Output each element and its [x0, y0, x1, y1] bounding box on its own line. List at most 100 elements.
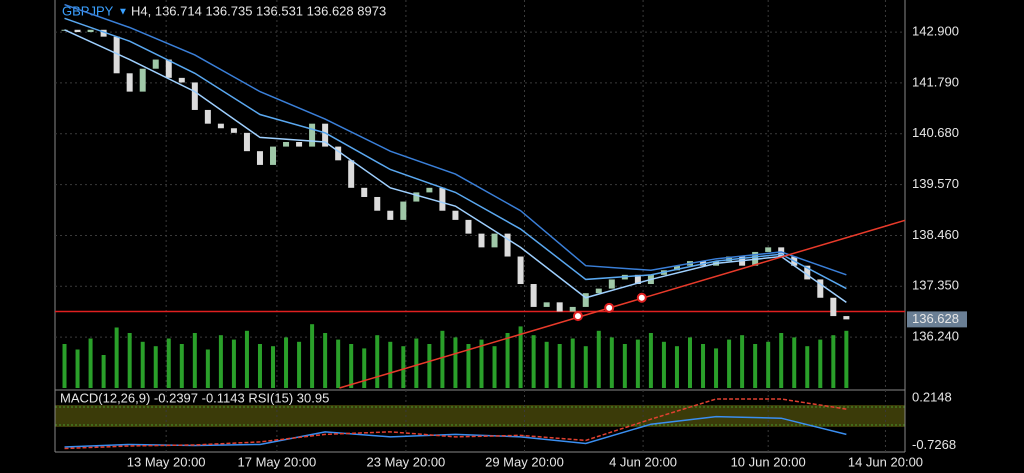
trendline [339, 219, 906, 389]
candle [830, 297, 837, 317]
volume-bar [544, 341, 549, 388]
volume-bar [609, 337, 614, 388]
candle [296, 142, 303, 147]
candle [270, 146, 277, 165]
volume-bar [414, 338, 419, 388]
volume-bar [153, 346, 158, 388]
symbol-marker: ▼ [118, 7, 128, 18]
volume-bar [635, 339, 640, 388]
candle [504, 233, 511, 257]
price-box [907, 311, 967, 328]
candle [413, 192, 420, 202]
volume-bar [831, 335, 836, 388]
volume-bar [701, 344, 706, 388]
candle [517, 256, 524, 285]
candle [478, 233, 485, 248]
volume-bar [244, 330, 249, 388]
volume-bar [674, 346, 679, 388]
volume-bar [661, 341, 666, 388]
candle [374, 196, 381, 211]
candle [335, 146, 342, 161]
candle [74, 29, 81, 33]
candle [608, 279, 615, 289]
candle [465, 219, 472, 234]
candle [491, 233, 498, 248]
volume-bar [323, 333, 328, 388]
volume-bar [218, 335, 223, 388]
x-tick-label: 10 Jun 20:00 [731, 454, 806, 469]
volume-bar [75, 349, 80, 388]
volume-bar [257, 344, 262, 388]
ma-line [64, 17, 847, 290]
candle [191, 82, 198, 110]
volume-bar [518, 326, 523, 388]
signal-line [64, 398, 847, 450]
x-tick-label: 29 May 20:00 [485, 454, 564, 469]
candle [582, 293, 589, 307]
candle [152, 59, 159, 69]
x-tick-label: 17 May 20:00 [238, 454, 317, 469]
symbol: GBPJPY [62, 3, 114, 18]
y-tick-label: 141.790 [912, 74, 959, 89]
volume-bar [101, 355, 106, 388]
candle [204, 109, 211, 124]
volume-bar [440, 330, 445, 388]
volume-bar [349, 344, 354, 388]
candle [530, 284, 537, 307]
candle [126, 73, 133, 92]
volume-bar [297, 341, 302, 388]
volume-bar [205, 349, 210, 388]
candle [387, 210, 394, 220]
touch-point [636, 292, 647, 303]
candle [309, 123, 316, 147]
volume-bar [505, 333, 510, 388]
volume-bar [310, 324, 315, 388]
volume-bar [401, 346, 406, 388]
indicator-label: MACD(12,26,9) -0.2397 -0.1143 RSI(15) 30… [60, 390, 329, 405]
touch-point [572, 311, 583, 322]
volume-bar [284, 337, 289, 388]
x-tick-label: 4 Jun 20:00 [609, 454, 677, 469]
volume-bar [596, 330, 601, 388]
volume-bar [166, 338, 171, 388]
ma-line [64, 3, 847, 276]
volume-bar [492, 346, 497, 388]
volume-bar [727, 339, 732, 388]
volume-bar [557, 344, 562, 388]
candle [400, 201, 407, 220]
volume-bar [427, 344, 432, 388]
candle [139, 68, 146, 92]
volume-bar [375, 335, 380, 388]
candle [283, 142, 290, 147]
x-tick-label: 14 Jun 20:00 [848, 454, 923, 469]
y-tick-label: 136.240 [912, 329, 959, 344]
volume-bar [648, 333, 653, 388]
volume-bar [570, 338, 575, 388]
volume-bar [192, 333, 197, 388]
volume-bar [687, 337, 692, 388]
volume-bar [779, 333, 784, 388]
volume-bar [114, 327, 119, 388]
macd-line [64, 415, 847, 448]
macd-tick-label: 0.2148 [912, 390, 952, 405]
candle [804, 265, 811, 280]
volume-bar [271, 346, 276, 388]
candle [217, 123, 224, 129]
x-tick-label: 23 May 20:00 [367, 454, 446, 469]
volume-bar [336, 339, 341, 388]
y-tick-label: 142.900 [912, 24, 959, 39]
volume-bar [388, 341, 393, 388]
volume-bar [88, 338, 93, 388]
macd-tick-label: -0.7268 [912, 437, 956, 452]
volume-bar [62, 344, 67, 388]
header: H4, 136.714 136.735 136.531 136.628 8973 [131, 3, 386, 18]
candle [165, 59, 172, 78]
volume-bar [805, 346, 810, 388]
volume-bar [127, 333, 132, 388]
volume-bar [740, 335, 745, 388]
volume-bar [479, 339, 484, 388]
price-label: 136.628 [912, 311, 959, 326]
candle [113, 36, 120, 74]
volume-bar [622, 344, 627, 388]
